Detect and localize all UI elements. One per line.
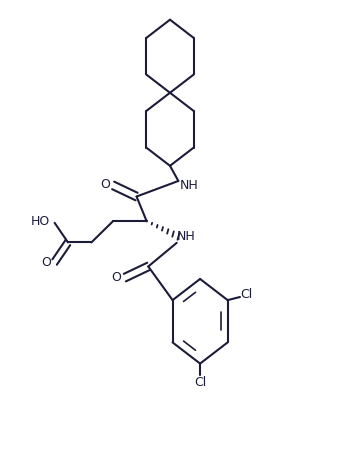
Text: HO: HO xyxy=(30,215,50,228)
Text: NH: NH xyxy=(180,179,199,192)
Text: Cl: Cl xyxy=(240,288,252,301)
Text: Cl: Cl xyxy=(194,376,206,389)
Text: NH: NH xyxy=(176,230,195,243)
Text: O: O xyxy=(112,271,121,284)
Text: O: O xyxy=(100,179,110,192)
Text: O: O xyxy=(41,256,51,268)
